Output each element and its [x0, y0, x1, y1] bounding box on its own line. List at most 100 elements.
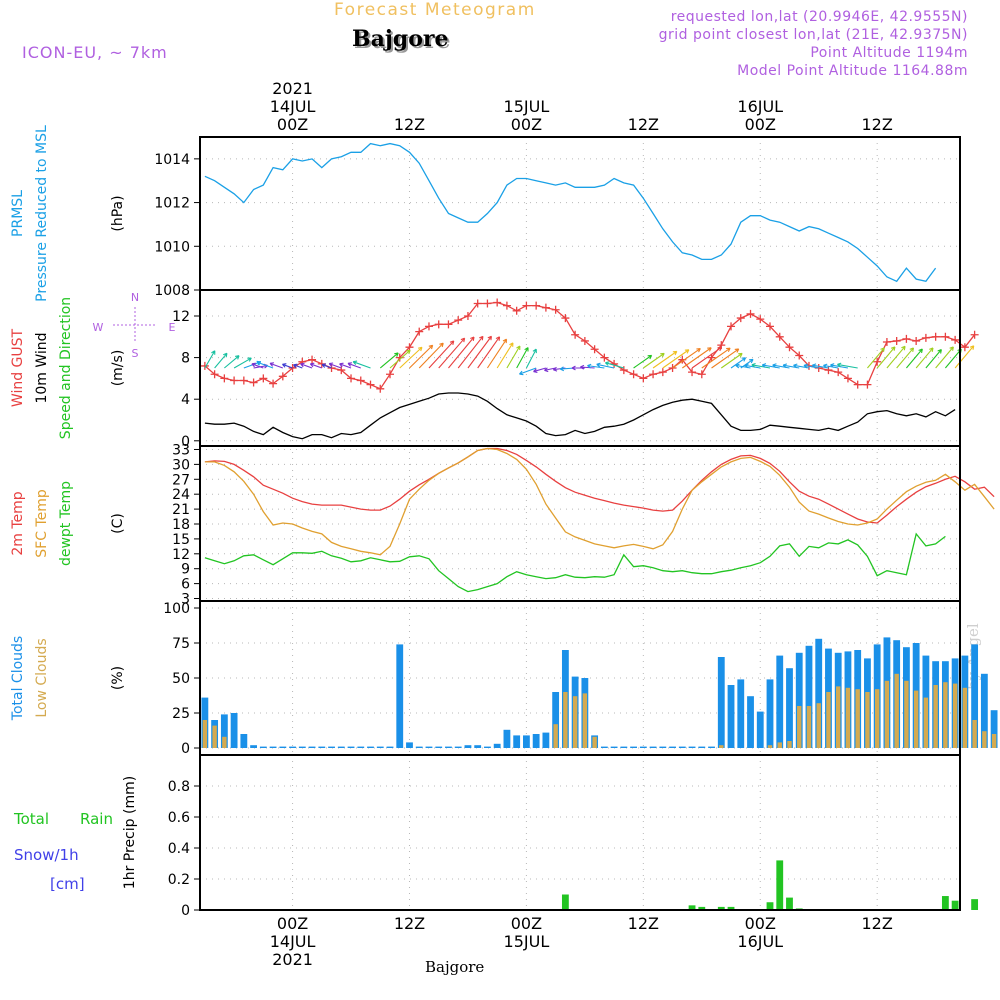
gust-marker: [356, 376, 365, 385]
line-temp: [204, 447, 995, 524]
compass-s: S: [132, 347, 139, 360]
wind-arrow: [837, 362, 858, 369]
bar-low_clouds: [894, 673, 899, 748]
gust-marker: [541, 303, 550, 312]
wind-arrow: [409, 344, 434, 369]
line-dewpt: [204, 532, 946, 593]
wind-arrow: [477, 336, 501, 369]
x-tick-label-bottom: 12Z: [862, 914, 893, 933]
wind-arrow: [571, 365, 585, 371]
wind-arrow: [730, 357, 747, 369]
bar-total_clouds: [864, 658, 871, 748]
y-tick-label: 9: [181, 562, 190, 578]
panel-label: dewpt Temp: [58, 481, 74, 566]
y-tick-label: 21: [172, 502, 190, 518]
gust-marker: [785, 343, 794, 352]
bar-low_clouds: [826, 692, 831, 748]
panel-frame: [199, 754, 961, 911]
y-tick-label: 0.2: [168, 872, 190, 888]
bar-total_clouds: [406, 742, 413, 748]
y-tick-label: 1012: [154, 196, 190, 212]
panel-label: Wind GUST: [10, 328, 26, 407]
y-tick-label: 12: [172, 547, 190, 563]
x-tick-label-top: 12Z: [628, 115, 659, 134]
bar-total_clouds: [250, 745, 257, 748]
wind-arrow: [214, 352, 228, 369]
y-tick-label: 1008: [154, 283, 190, 299]
wind-arrow: [467, 335, 492, 369]
bar-total_clouds: [776, 655, 784, 748]
bar-total_clouds: [990, 710, 998, 748]
bar-rain: [786, 897, 793, 910]
gust-marker: [668, 364, 677, 372]
bar-total_clouds: [932, 661, 940, 748]
wind-arrow: [954, 345, 975, 369]
gust-marker: [600, 353, 609, 362]
gust-marker: [756, 315, 765, 324]
bar-total_clouds: [386, 746, 394, 748]
wind-arrow: [701, 347, 731, 369]
gust-marker: [483, 299, 492, 308]
bar-low_clouds: [913, 690, 919, 748]
gust-marker: [454, 316, 463, 325]
bar-total_clouds: [717, 657, 725, 748]
bar-total_clouds: [591, 735, 599, 748]
bar-total_clouds: [425, 746, 433, 748]
gust-marker: [532, 301, 541, 310]
bar-total_clouds: [367, 746, 374, 748]
x-tick-label-bottom: 2021: [272, 950, 313, 969]
y-tick-label: 33: [172, 442, 190, 458]
bar-rain: [941, 896, 949, 910]
gust-marker: [288, 364, 297, 372]
y-tick-label: 8: [181, 351, 190, 367]
bar-rain: [727, 906, 735, 910]
gust-marker: [902, 334, 911, 343]
wind-arrow: [519, 367, 537, 376]
y-tick-label: 75: [172, 636, 190, 652]
wind-arrow: [516, 347, 529, 369]
bar-rain: [717, 906, 725, 910]
x-tick-label-top: 00Z: [745, 115, 776, 134]
wind-arrow: [321, 363, 332, 369]
wind-arrow: [740, 358, 754, 369]
wind-arrow: [486, 338, 508, 369]
gust-marker: [327, 364, 336, 372]
gust-marker: [512, 306, 521, 315]
y-axis-label: (C): [110, 513, 126, 534]
panel-label: Pressure Reduced to MSL: [34, 125, 50, 302]
gust-marker: [678, 355, 687, 364]
gust-marker: [795, 351, 804, 360]
wind-arrow: [691, 346, 723, 369]
wind-arrow: [633, 354, 653, 369]
bar-low_clouds: [553, 724, 558, 748]
bar-total_clouds: [211, 720, 219, 748]
gust-marker: [522, 301, 531, 310]
wind-arrow: [735, 363, 751, 369]
panel-frame: [199, 289, 961, 447]
panel-label: Speed and Direction: [58, 297, 74, 439]
y-tick-label: 0: [181, 741, 190, 757]
wind-arrow: [379, 352, 399, 369]
wind-arrow: [793, 363, 810, 369]
bar-rain: [698, 906, 706, 910]
wind-arrow: [772, 363, 790, 369]
panel-label: SFC Temp: [34, 489, 50, 558]
y-tick-label: 0.6: [168, 810, 190, 826]
gust-marker: [317, 359, 326, 368]
x-tick-label-top: 16JUL: [737, 97, 783, 116]
watermark: by Angel: [964, 623, 982, 690]
wind-arrow: [643, 352, 665, 369]
y-tick-label: 4: [181, 392, 190, 408]
wind-arrow: [681, 347, 712, 369]
wind-arrow: [751, 362, 771, 369]
gust-marker: [649, 370, 658, 379]
gust-marker: [473, 299, 482, 308]
wind-arrow: [559, 366, 576, 372]
bar-total_clouds: [376, 746, 384, 748]
bar-total_clouds: [571, 676, 579, 748]
wind-arrow: [552, 366, 566, 372]
model-label: ICON-EU, ~ 7km: [22, 43, 168, 62]
compass-w: W: [93, 321, 104, 334]
y-tick-label: 1010: [154, 239, 190, 255]
bar-low_clouds: [797, 706, 802, 748]
